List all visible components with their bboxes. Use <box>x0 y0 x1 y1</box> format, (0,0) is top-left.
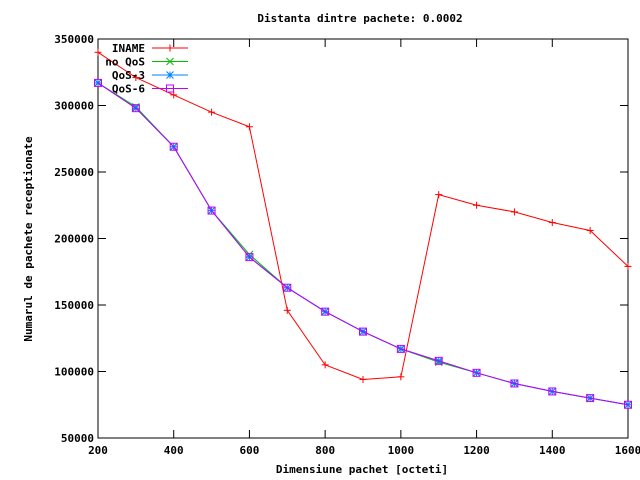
data-point <box>510 379 519 388</box>
y-axis: 50000 100000 150000 200000 250000 300000 35000… <box>54 33 628 445</box>
data-point <box>94 78 102 87</box>
series-no-qos <box>94 79 632 409</box>
x-tick-label: 600 <box>239 444 259 457</box>
data-point <box>359 375 367 383</box>
data-point <box>94 48 102 56</box>
data-point <box>170 91 178 99</box>
data-point <box>473 201 481 209</box>
data-point <box>435 191 443 199</box>
series-line <box>97 82 629 406</box>
series-line <box>97 82 629 406</box>
data-point <box>359 327 367 336</box>
legend-label: QoS-6 <box>112 83 145 96</box>
data-point <box>396 344 405 353</box>
data-point <box>94 79 102 87</box>
data-point <box>510 208 518 216</box>
y-tick-label: 150000 <box>54 299 94 312</box>
data-point <box>132 74 140 82</box>
y-axis-label: Numarul de pachete receptionate <box>22 136 35 342</box>
y-tick-label: 50000 <box>61 432 94 445</box>
data-point <box>169 142 178 151</box>
chart-title: Distanta dintre pachete: 0.0002 <box>257 12 462 25</box>
series-qos-6 <box>94 78 632 409</box>
data-point <box>283 283 292 292</box>
data-point <box>166 71 174 79</box>
data-point <box>548 387 557 396</box>
x-tick-label: 1200 <box>463 444 490 457</box>
y-tick-label: 250000 <box>54 166 94 179</box>
data-point <box>434 356 443 365</box>
x-axis: 200 400 600 800 1000 1200 1400 1600 <box>88 39 640 457</box>
series-qos-3 <box>94 79 632 409</box>
y-tick-label: 100000 <box>54 366 94 379</box>
data-point <box>131 104 140 113</box>
data-point <box>321 307 330 316</box>
series-layer <box>94 48 632 409</box>
y-tick-label: 300000 <box>54 100 94 113</box>
data-point <box>208 108 216 116</box>
data-point <box>207 206 216 215</box>
y-tick-label: 200000 <box>54 233 94 246</box>
x-tick-label: 200 <box>88 444 108 457</box>
series-iname <box>94 48 632 383</box>
data-point <box>586 394 595 403</box>
legend-label: no QoS <box>105 56 145 69</box>
data-point <box>245 253 254 262</box>
y-tick-label: 350000 <box>54 33 94 46</box>
x-axis-label: Dimensiune pachet [octeti] <box>276 463 448 476</box>
legend-label: QoS-3 <box>112 69 145 82</box>
x-tick-label: 800 <box>315 444 335 457</box>
data-point <box>166 57 174 66</box>
x-tick-label: 1400 <box>539 444 566 457</box>
data-point <box>624 400 632 409</box>
data-point <box>245 123 253 131</box>
data-point <box>166 84 174 93</box>
data-point <box>283 306 291 314</box>
series-line <box>97 82 629 406</box>
data-point <box>548 219 556 227</box>
data-point <box>586 227 594 235</box>
data-point <box>166 44 174 52</box>
data-point <box>472 368 481 377</box>
x-tick-label: 1600 <box>615 444 640 457</box>
x-tick-label: 400 <box>164 444 184 457</box>
data-point <box>624 262 632 270</box>
data-point <box>397 373 405 381</box>
legend-label: INAME <box>112 42 145 55</box>
x-tick-label: 1000 <box>388 444 415 457</box>
data-point <box>321 361 329 369</box>
